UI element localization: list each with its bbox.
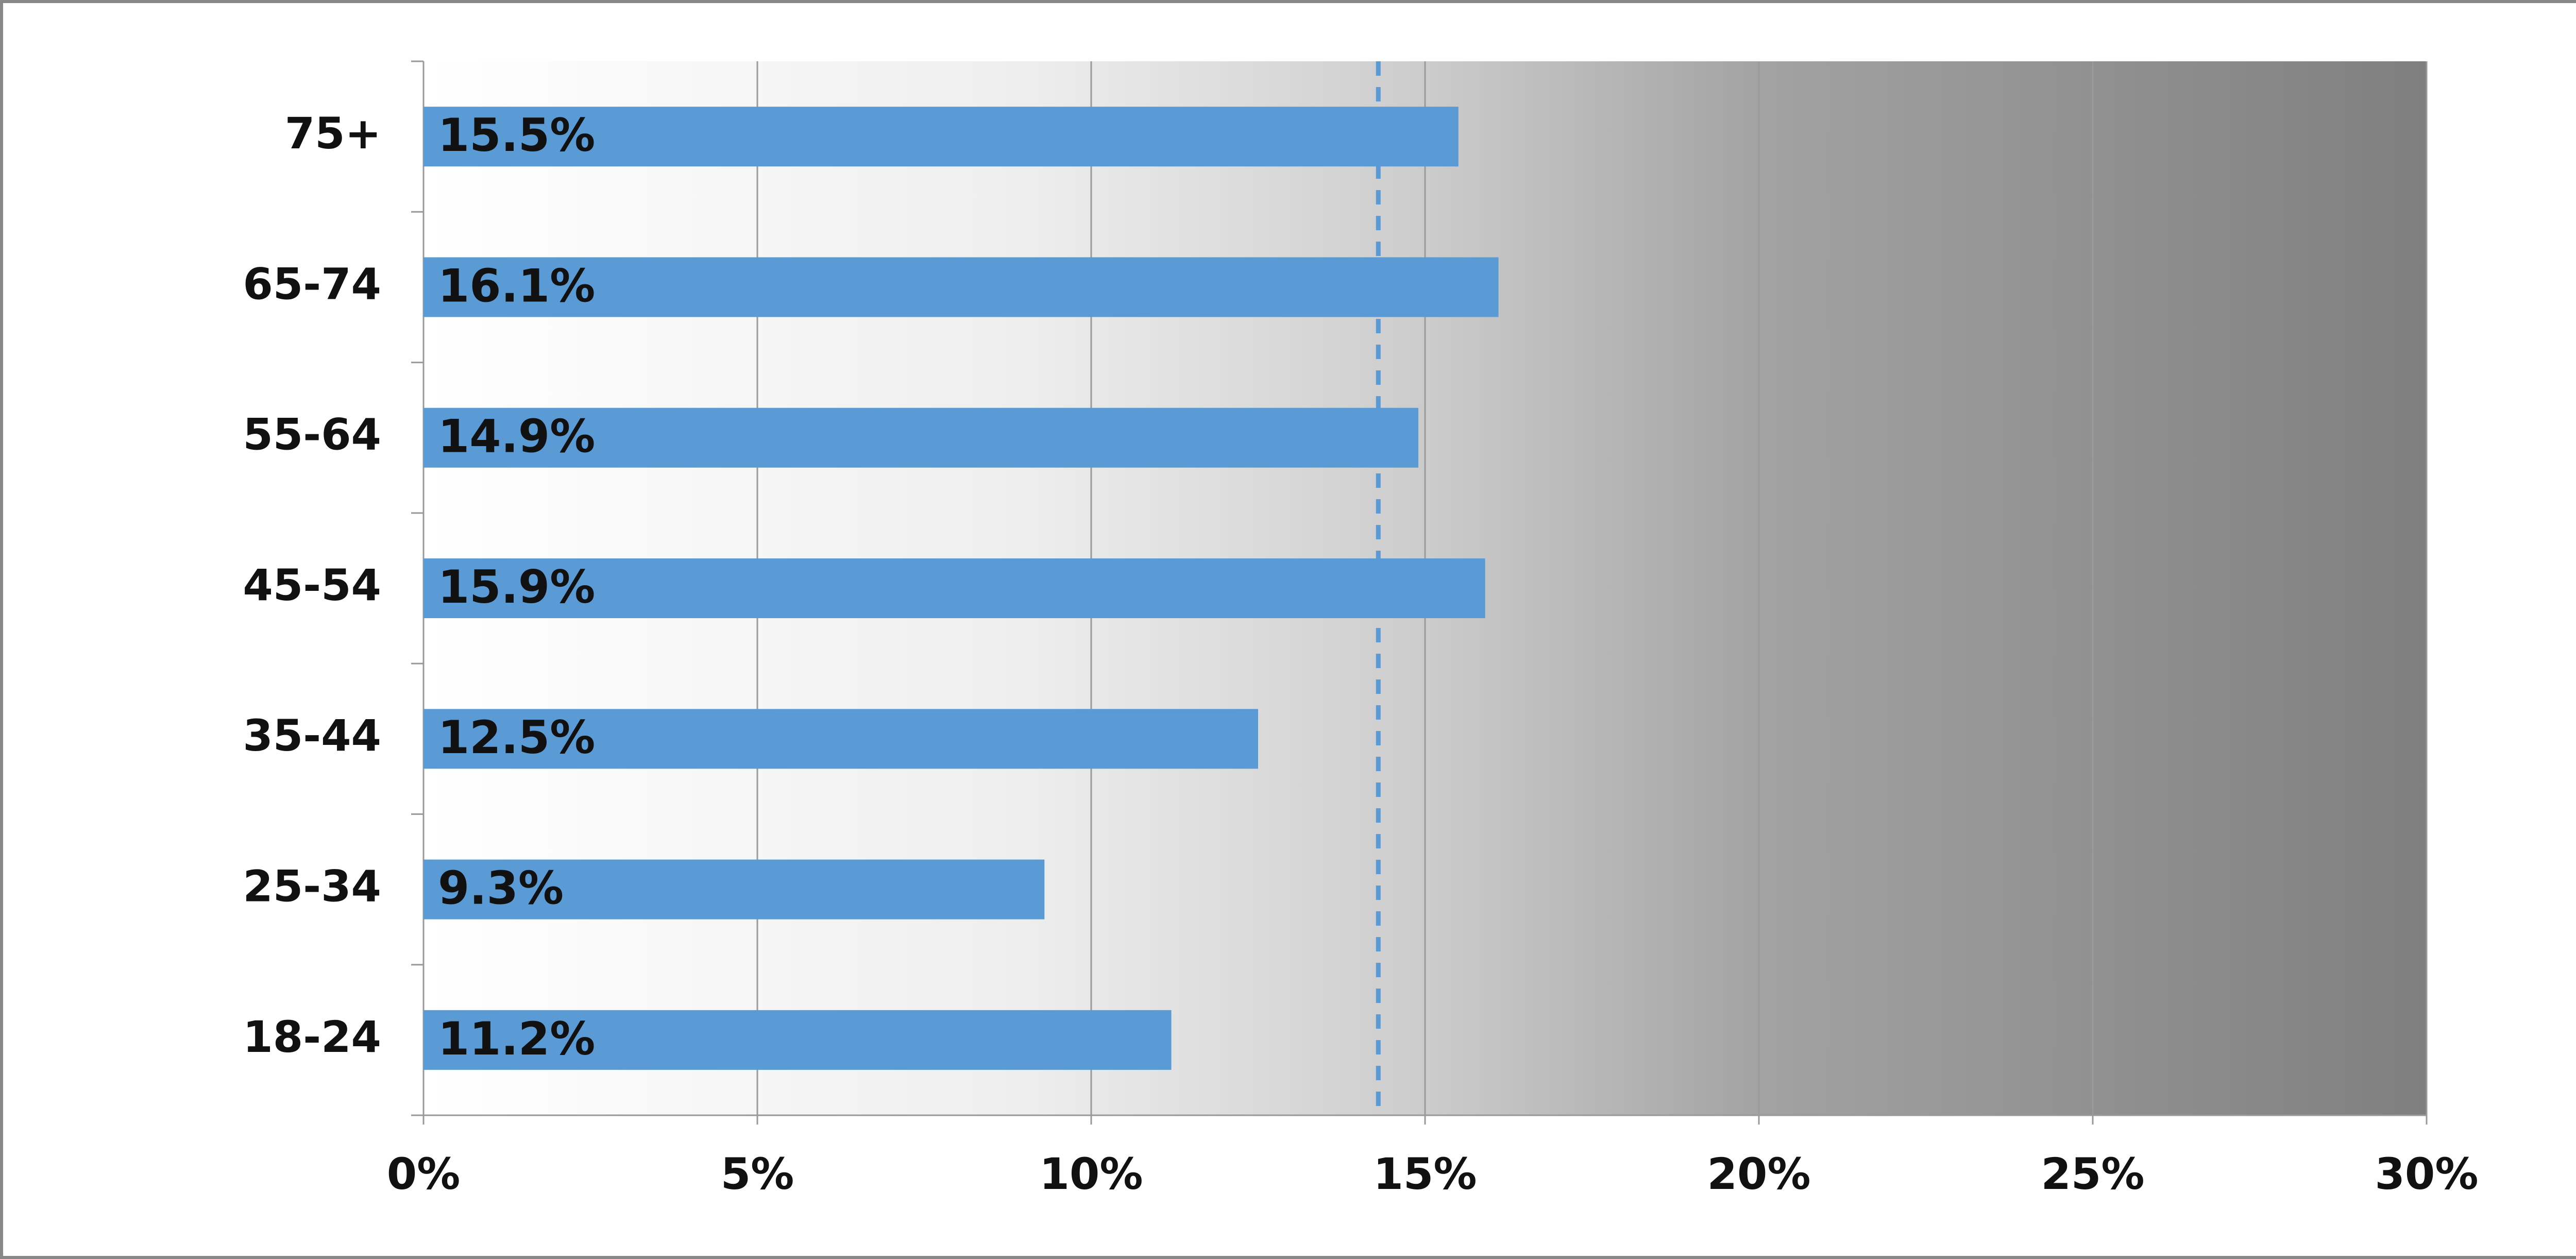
x-tick-label: 0% — [387, 1149, 461, 1199]
value-label: 15.5% — [438, 109, 595, 162]
value-label: 16.1% — [438, 259, 595, 312]
value-label: 12.5% — [438, 711, 595, 764]
bar — [423, 107, 1459, 167]
x-tick-label: 10% — [1039, 1149, 1143, 1199]
bar — [423, 859, 1045, 920]
value-label: 11.2% — [438, 1012, 595, 1065]
value-label: 15.9% — [438, 560, 595, 614]
value-label: 14.9% — [438, 410, 595, 463]
bar — [423, 709, 1258, 769]
x-tick-label: 5% — [721, 1149, 794, 1199]
x-tick-label: 15% — [1373, 1149, 1477, 1199]
value-label: 9.3% — [438, 861, 564, 914]
bar — [423, 407, 1419, 468]
y-tick-label: 75+ — [285, 108, 381, 159]
x-tick-label: 30% — [2375, 1149, 2478, 1199]
y-tick-label: 55-64 — [243, 410, 381, 460]
x-tick-label: 25% — [2041, 1149, 2144, 1199]
bar — [423, 558, 1485, 618]
bar — [423, 1010, 1172, 1070]
x-tick-label: 20% — [1707, 1149, 1810, 1199]
y-tick-label: 25-34 — [243, 861, 381, 912]
y-tick-label: 18-24 — [243, 1012, 381, 1062]
y-tick-label: 65-74 — [243, 259, 381, 309]
y-tick-label: 35-44 — [243, 710, 381, 761]
bar — [423, 257, 1499, 317]
y-tick-label: 45-54 — [243, 560, 381, 610]
